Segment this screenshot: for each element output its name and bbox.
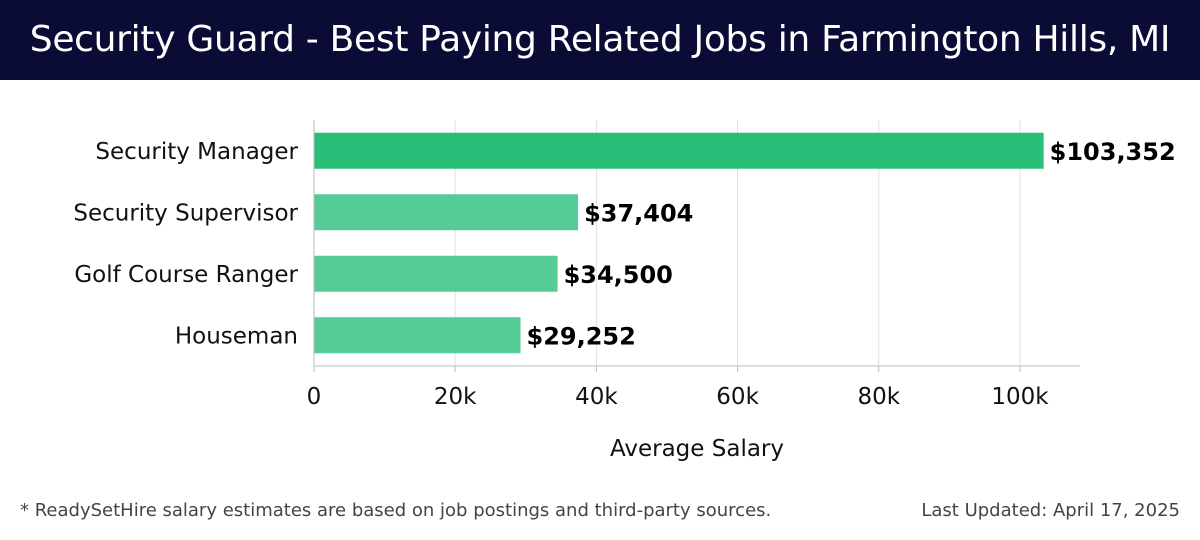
x-tick-label: 80k	[857, 384, 900, 410]
x-axis-label: Average Salary	[610, 436, 784, 462]
x-tick-label: 100k	[991, 384, 1049, 410]
footnote: * ReadySetHire salary estimates are base…	[20, 500, 772, 521]
labels: Security Manager $103,352 Security Supervi…	[73, 138, 1175, 351]
bar	[314, 132, 1044, 169]
category-label: Houseman	[175, 323, 298, 349]
bar-chart: 0 20k 40k 60k 80k 100k Security Manager $103,3…	[73, 120, 1176, 462]
category-label: Security Supervisor	[73, 200, 298, 226]
x-tick-label: 20k	[434, 384, 477, 410]
x-tick-label: 0	[307, 384, 322, 410]
category-label: Security Manager	[95, 139, 298, 165]
value-label: $103,352	[1050, 138, 1176, 166]
last-updated: Last Updated: April 17, 2025	[921, 500, 1180, 521]
bar	[314, 317, 521, 354]
x-axis: 0 20k 40k 60k 80k 100k	[307, 120, 1080, 410]
chart-title: Security Guard - Best Paying Related Job…	[0, 0, 1200, 80]
value-label: $29,252	[527, 322, 636, 350]
bar	[314, 255, 558, 292]
value-label: $34,500	[564, 261, 673, 289]
category-label: Golf Course Ranger	[74, 262, 298, 288]
x-tick-label: 40k	[575, 384, 618, 410]
value-label: $37,404	[584, 199, 693, 227]
bar	[314, 194, 579, 231]
bars	[314, 132, 1044, 354]
x-tick-label: 60k	[716, 384, 759, 410]
